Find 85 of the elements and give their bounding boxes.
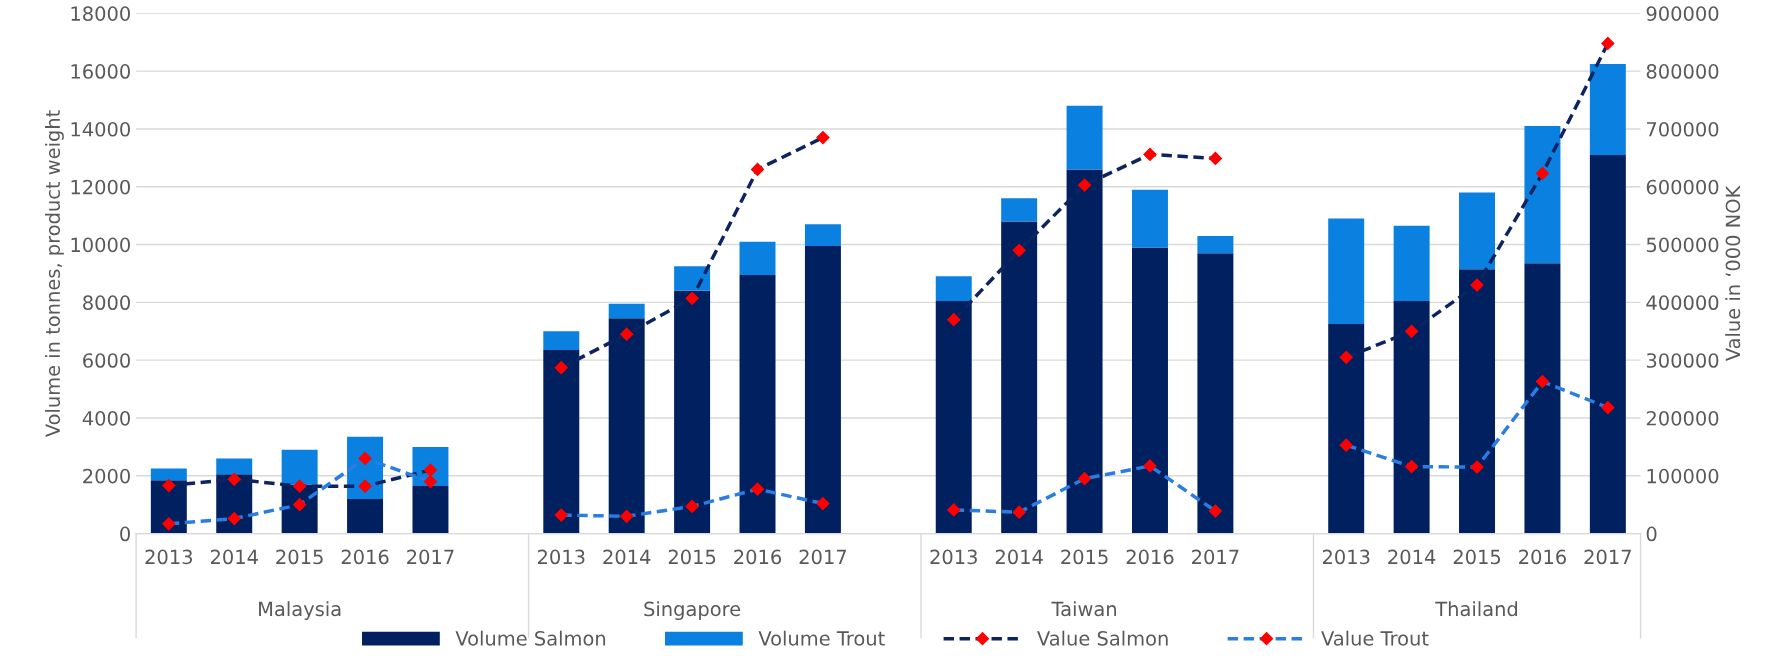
legend-label: Value Salmon [1037,630,1168,646]
x-tick-label: 2016 [341,549,389,565]
y-tick-label: 18000 [71,6,130,21]
x-tick-label: 2013 [930,549,977,565]
x-tick-label: 2014 [210,549,258,565]
y2-tick-label: 100000 [1647,468,1719,484]
bar [1589,154,1626,534]
y-tick-label: 10000 [71,237,130,253]
bar [739,241,776,275]
y-tick-label: 16000 [71,64,130,79]
bar [1393,300,1430,534]
x-tick-label: 2015 [1453,549,1501,565]
y2-tick-label: 0 [1646,526,1657,542]
bar [674,290,711,534]
x-tick-label: 2014 [995,549,1043,565]
x-tick-label: 2015 [276,549,323,565]
bar [1589,63,1626,155]
y2-tick-label: 200000 [1646,410,1719,426]
y2-tick-label: 700000 [1647,121,1719,137]
bar [1066,105,1103,170]
bar [412,485,449,534]
bar [1066,169,1103,534]
x-tick-label: 2017 [1192,549,1239,565]
legend-label: Value Trout [1321,630,1429,646]
bar [1524,126,1561,264]
text: Malaysia [259,601,341,621]
y2-tick-label: 900000 [1646,6,1719,21]
bar [674,266,711,291]
text: Taiwan [1051,601,1116,617]
bar [543,331,580,351]
x-tick-label: 2016 [1519,549,1566,565]
x-tick-label: 2017 [799,549,847,565]
x-tick-label: 2013 [1322,549,1370,565]
bar [347,498,384,534]
text: Thailand [1435,601,1518,617]
y-tick-label: 12000 [71,179,130,195]
x-tick-label: 2015 [1061,549,1108,565]
bar [804,246,841,534]
bar [608,303,645,319]
bar [1459,269,1496,534]
legend-label: Volume Salmon [455,630,606,646]
y2-axis-title: Value in ‘000 NOK [1725,185,1741,362]
x-tick-label: 2016 [734,549,782,565]
bar [1197,253,1234,534]
legend-label: Volume Trout [758,630,885,646]
y-axis-title: Volume in tonnes, product weight [45,110,64,438]
bar [1524,263,1561,534]
y2-tick-label: 400000 [1646,295,1719,311]
bar [281,449,318,485]
y-tick-label: 6000 [83,353,130,368]
bar [1393,225,1430,301]
y2-tick-label: 300000 [1646,353,1719,368]
text: Singapore [644,601,741,621]
x-tick-label: 2013 [145,549,192,565]
x-tick-label: 2017 [1584,549,1631,565]
x-tick-label: 2013 [537,549,585,565]
bar [1328,324,1365,534]
bar [739,274,776,534]
bar [804,224,841,247]
bar [1001,221,1038,534]
y-tick-label: 8000 [83,295,130,311]
bar [1328,218,1365,325]
x-tick-label: 2016 [1126,549,1174,565]
bar [935,300,972,534]
x-tick-label: 2015 [668,549,716,565]
bar [608,318,645,534]
bar [1001,198,1038,222]
y-tick-label: 14000 [71,121,130,137]
bar [1131,189,1168,248]
bar [216,458,253,475]
bar [1131,247,1168,534]
bar [1197,235,1234,254]
bar [543,350,580,534]
x-tick-label: 2014 [603,549,651,565]
y-tick-label: 4000 [82,410,130,426]
y2-tick-label: 600000 [1646,179,1719,195]
x-tick-label: 2017 [407,549,454,565]
y2-tick-label: 800000 [1646,64,1719,79]
y-tick-label: 2000 [83,468,130,484]
y-tick-label: 0 [120,526,130,542]
bar [1459,192,1496,270]
y2-tick-label: 500000 [1646,237,1719,253]
bar [150,468,187,481]
x-tick-label: 2014 [1388,549,1436,565]
bar [935,276,972,301]
